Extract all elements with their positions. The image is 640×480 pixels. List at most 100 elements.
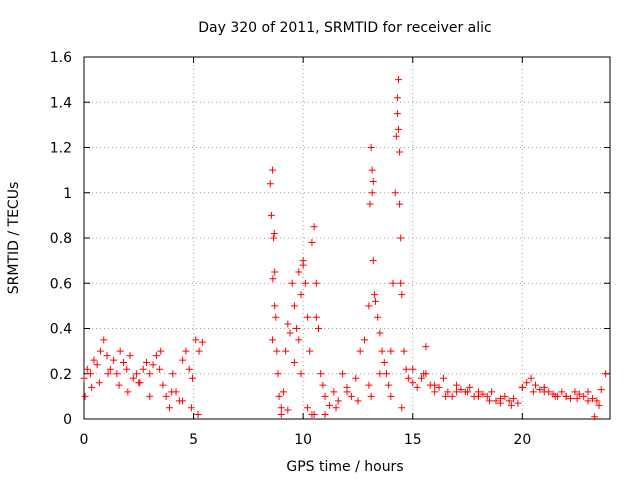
data-point	[146, 370, 154, 378]
data-point	[571, 388, 579, 396]
data-point	[95, 379, 103, 387]
data-point	[277, 404, 285, 412]
data-point	[152, 352, 160, 360]
data-point	[370, 291, 378, 299]
data-point	[317, 370, 325, 378]
data-point	[584, 397, 592, 405]
data-point	[284, 320, 292, 328]
data-point	[527, 374, 535, 382]
data-point	[597, 386, 605, 394]
data-point	[396, 148, 404, 156]
data-point	[492, 397, 500, 405]
data-point	[602, 370, 610, 378]
data-point	[483, 392, 491, 400]
data-point	[274, 370, 282, 378]
data-point	[389, 279, 397, 287]
data-point	[319, 381, 327, 389]
data-point	[365, 381, 373, 389]
data-point	[464, 388, 472, 396]
data-point	[385, 381, 393, 389]
data-point	[444, 388, 452, 396]
data-point	[551, 392, 559, 400]
data-point	[286, 329, 294, 337]
data-point	[523, 379, 531, 387]
data-point	[179, 356, 187, 364]
data-point	[142, 358, 150, 366]
data-point	[507, 401, 515, 409]
data-point	[409, 379, 417, 387]
data-point	[392, 132, 400, 140]
axis-ticks	[83, 56, 610, 420]
data-point	[271, 302, 279, 310]
data-point	[295, 336, 303, 344]
data-point	[431, 381, 439, 389]
data-point	[321, 392, 329, 400]
y-tick-label: 0.6	[50, 276, 72, 292]
y-tick-label: 1.2	[50, 141, 72, 157]
data-point	[369, 257, 377, 265]
data-point	[159, 381, 167, 389]
data-point	[123, 365, 131, 373]
data-point	[282, 347, 290, 355]
data-point	[116, 347, 124, 355]
data-point	[135, 379, 143, 387]
data-point	[387, 347, 395, 355]
data-point	[93, 361, 101, 369]
x-tick-labels: 0 5 10 15 20	[80, 432, 532, 448]
data-point	[404, 374, 412, 382]
data-point	[271, 268, 279, 276]
data-point	[295, 268, 303, 276]
data-point	[457, 386, 465, 394]
data-point	[366, 200, 374, 208]
y-tick-label: 0.2	[50, 367, 72, 383]
data-point	[290, 302, 298, 310]
data-point	[272, 313, 280, 321]
data-point	[268, 336, 276, 344]
data-point	[188, 374, 196, 382]
data-point	[369, 177, 377, 185]
data-point	[268, 166, 276, 174]
data-point	[391, 189, 399, 197]
y-tick-labels: 0 0.2 0.4 0.6 0.8 1 1.2 1.4 1.6	[50, 50, 72, 428]
data-point	[129, 374, 137, 382]
x-tick-label: 15	[404, 432, 422, 448]
data-point	[397, 234, 405, 242]
data-point	[198, 338, 206, 346]
data-point	[397, 279, 405, 287]
data-point	[368, 166, 376, 174]
data-point	[453, 381, 461, 389]
data-point	[321, 410, 329, 418]
data-point	[510, 395, 518, 403]
x-tick-label: 0	[80, 432, 89, 448]
data-point	[382, 370, 390, 378]
data-point	[529, 388, 537, 396]
data-point	[562, 392, 570, 400]
data-point	[479, 390, 487, 398]
data-point	[290, 358, 298, 366]
data-point	[119, 358, 127, 366]
data-point	[488, 388, 496, 396]
data-point	[593, 397, 601, 405]
data-point	[185, 365, 193, 373]
data-point	[567, 395, 575, 403]
data-point	[380, 358, 388, 366]
data-point	[87, 370, 95, 378]
data-point	[299, 261, 307, 269]
data-point	[347, 392, 355, 400]
data-point	[352, 374, 360, 382]
data-point	[398, 291, 406, 299]
data-point	[485, 397, 493, 405]
data-point	[288, 279, 296, 287]
y-tick-label: 0.8	[50, 231, 72, 247]
data-point	[297, 370, 305, 378]
data-point	[393, 110, 401, 118]
y-tick-label: 1.4	[50, 95, 72, 111]
data-point	[325, 401, 333, 409]
data-point	[573, 395, 581, 403]
data-point	[146, 392, 154, 400]
data-point	[156, 365, 164, 373]
data-point	[179, 397, 187, 405]
x-axis-label: GPS time / hours	[286, 459, 403, 475]
data-point	[106, 365, 114, 373]
y-tick-label: 0.4	[50, 322, 72, 338]
